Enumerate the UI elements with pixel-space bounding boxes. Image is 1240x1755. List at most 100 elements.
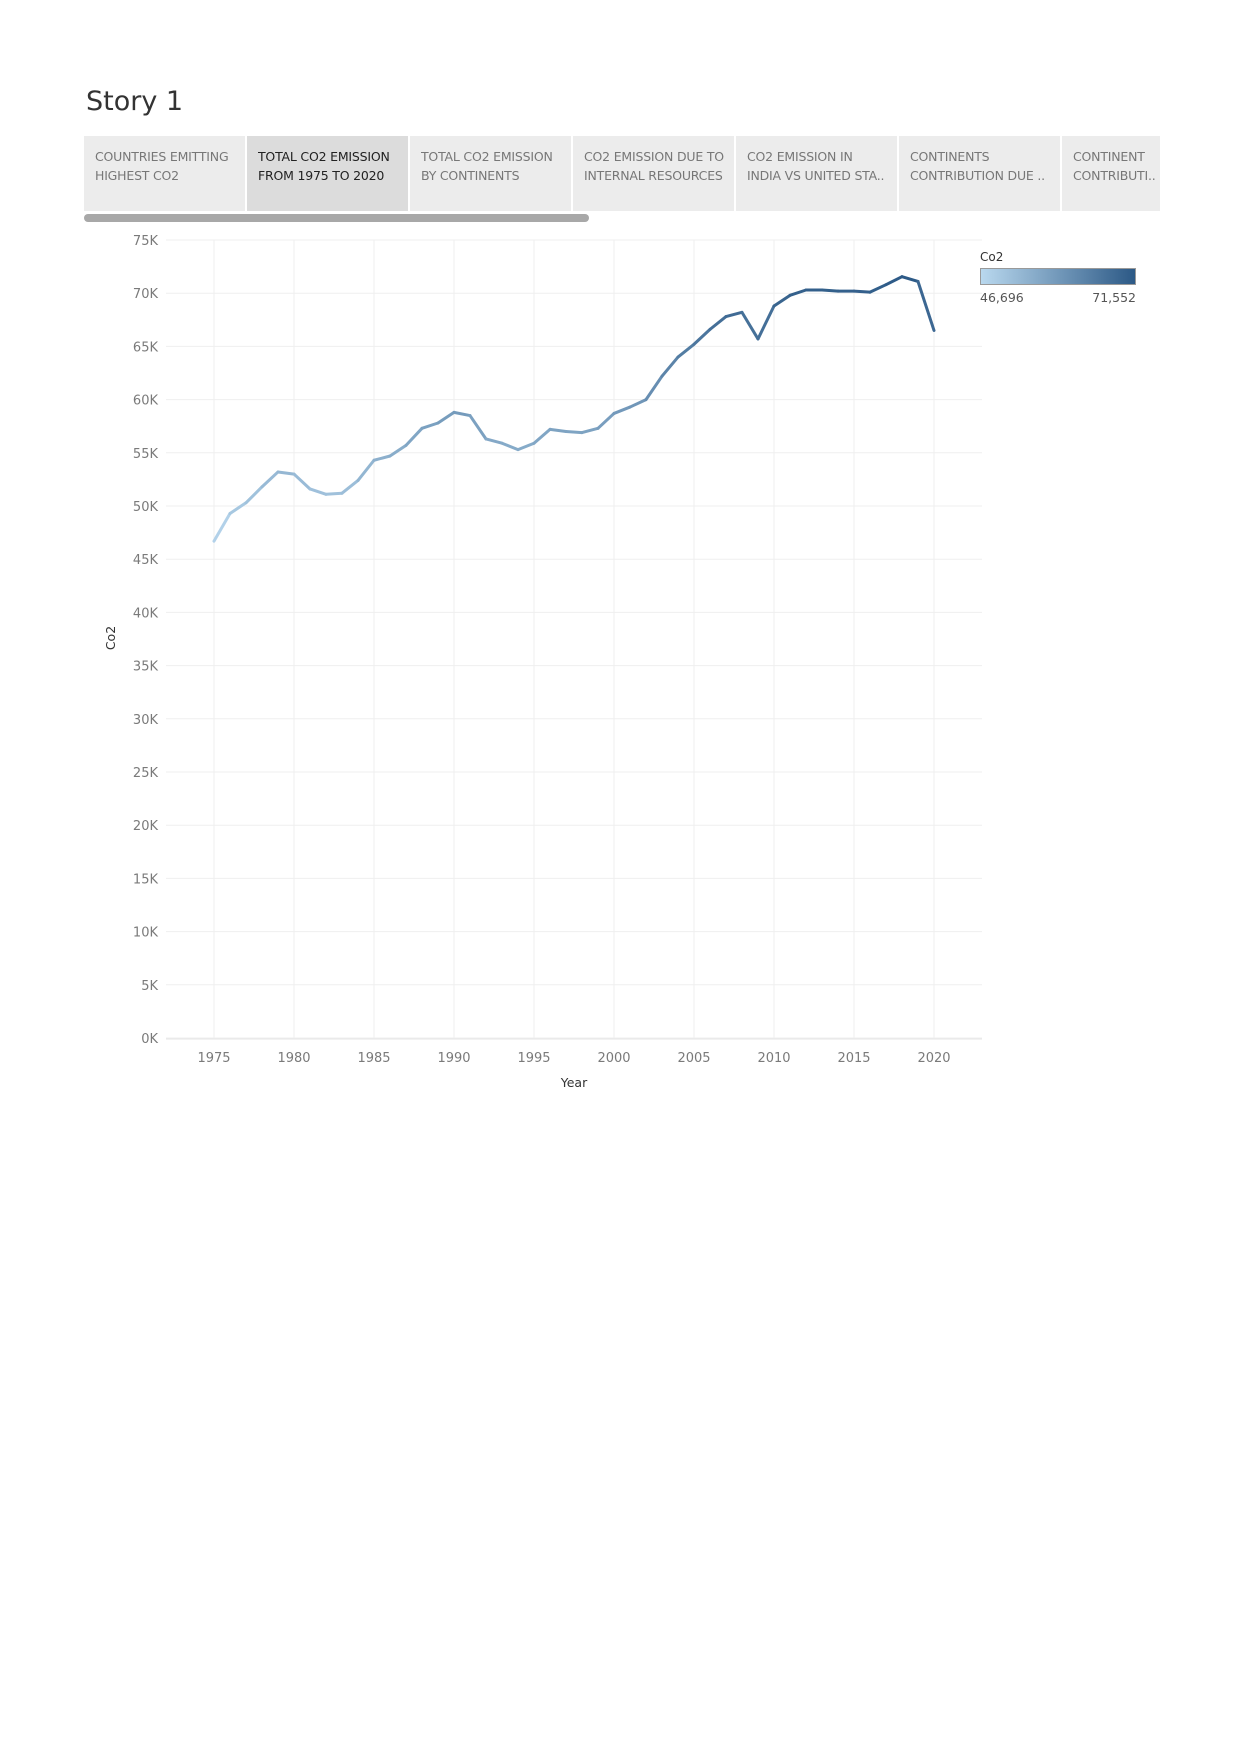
story-title: Story 1 [86,86,184,117]
series-line-segment [372,454,392,462]
x-tick-label: 1995 [517,1051,550,1066]
data-point[interactable] [292,472,296,476]
series-line-segment [308,487,328,496]
data-point[interactable] [580,431,584,435]
data-point[interactable] [596,426,600,430]
data-point[interactable] [548,427,552,431]
data-point[interactable] [212,539,216,543]
y-tick-label: 75K [133,234,159,249]
data-point[interactable] [852,289,856,293]
x-tick-label: 1980 [277,1051,310,1066]
series-line-segment [404,426,424,447]
data-point[interactable] [692,342,696,346]
series-line-segment [820,288,840,293]
data-point[interactable] [868,290,872,294]
data-point[interactable] [916,279,920,283]
data-point[interactable] [708,327,712,331]
data-point[interactable] [740,310,744,314]
tab-co2-internal-resources[interactable]: CO2 EMISSION DUE TO INTERNAL RESOURCES [573,136,734,211]
series-line-segment [388,443,408,458]
series-line-segment [468,414,488,441]
y-tick-label: 10K [133,926,159,941]
x-tick-label: 2015 [837,1051,870,1066]
data-point[interactable] [532,441,536,445]
data-point[interactable] [644,398,648,402]
data-point[interactable] [308,487,312,491]
y-tick-label: 30K [133,713,159,728]
data-point[interactable] [436,421,440,425]
data-point[interactable] [260,485,264,489]
data-point[interactable] [900,275,904,279]
data-point[interactable] [884,283,888,287]
series-line-segment [564,430,584,435]
y-tick-label: 20K [133,819,159,834]
y-tick-label: 60K [133,394,159,409]
x-tick-label: 2000 [597,1051,630,1066]
series-line-segment [708,315,728,331]
series-line-segment [452,410,472,418]
data-point[interactable] [468,414,472,418]
tab-continent-contribution[interactable]: CONTINENT CONTRIBUTI.. [1062,136,1160,211]
data-point[interactable] [228,511,232,515]
data-point[interactable] [356,478,360,482]
series-line-segment [420,421,440,430]
data-point[interactable] [420,426,424,430]
series-line-segment [292,472,312,491]
data-point[interactable] [404,443,408,447]
series-line-segment [340,478,360,495]
data-point[interactable] [244,501,248,505]
tab-countries-emitting-highest-co2[interactable]: COUNTRIES EMITTING HIGHEST CO2 [84,136,245,211]
series-line-segment [852,289,872,294]
data-point[interactable] [500,441,504,445]
tab-total-co2-by-continents[interactable]: TOTAL CO2 EMISSION BY CONTINENTS [410,136,571,211]
data-point[interactable] [820,288,824,292]
x-tick-label: 1985 [357,1051,390,1066]
series-line-segment [484,437,504,445]
data-point[interactable] [276,470,280,474]
co2-series [212,275,936,543]
data-point[interactable] [756,337,760,341]
y-tick-label: 0K [141,1032,158,1047]
series-line-segment [724,310,744,319]
data-point[interactable] [564,430,568,434]
y-tick-label: 5K [141,979,158,994]
series-line-segment [628,398,648,409]
data-point[interactable] [932,328,936,332]
line-chart: 0K 5K 10K 15K 20K 25K 30K 35K 40K 45K 50K 55K 60K 65K… [103,234,982,1090]
tab-total-co2-emission-1975-2020[interactable]: TOTAL CO2 EMISSION FROM 1975 TO 2020 [247,136,408,211]
y-tick-label: 65K [133,340,159,355]
story-tabs: COUNTRIES EMITTING HIGHEST CO2 TOTAL CO2… [84,136,1160,211]
data-point[interactable] [676,355,680,359]
data-point[interactable] [804,288,808,292]
x-axis-title: Year [560,1075,588,1090]
data-point[interactable] [452,410,456,414]
data-point[interactable] [628,405,632,409]
data-point[interactable] [612,411,616,415]
tabs-scrollbar[interactable] [84,214,589,222]
y-axis-title: Co2 [103,626,118,650]
data-point[interactable] [836,289,840,293]
series-line-segment [244,485,264,505]
x-tick-label: 2005 [677,1051,710,1066]
y-tick-label: 15K [133,872,159,887]
data-point[interactable] [516,448,520,452]
data-point[interactable] [324,492,328,496]
tab-co2-india-vs-united-states[interactable]: CO2 EMISSION IN INDIA VS UNITED STA.. [736,136,897,211]
y-tick-label: 35K [133,660,159,675]
series-line-segment [900,275,920,283]
data-point[interactable] [772,304,776,308]
series-line-segment [788,288,808,297]
data-point[interactable] [340,491,344,495]
data-point[interactable] [660,374,664,378]
series-line-segment [276,470,296,476]
data-point[interactable] [724,315,728,319]
data-point[interactable] [788,293,792,297]
x-tick-label: 1975 [197,1051,230,1066]
data-point[interactable] [388,454,392,458]
series-line-segment [596,411,616,430]
data-point[interactable] [484,437,488,441]
y-tick-label: 40K [133,606,159,621]
data-point[interactable] [372,458,376,462]
x-tick-label: 1990 [437,1051,470,1066]
tab-continents-contribution-due[interactable]: CONTINENTS CONTRIBUTION DUE .. [899,136,1060,211]
